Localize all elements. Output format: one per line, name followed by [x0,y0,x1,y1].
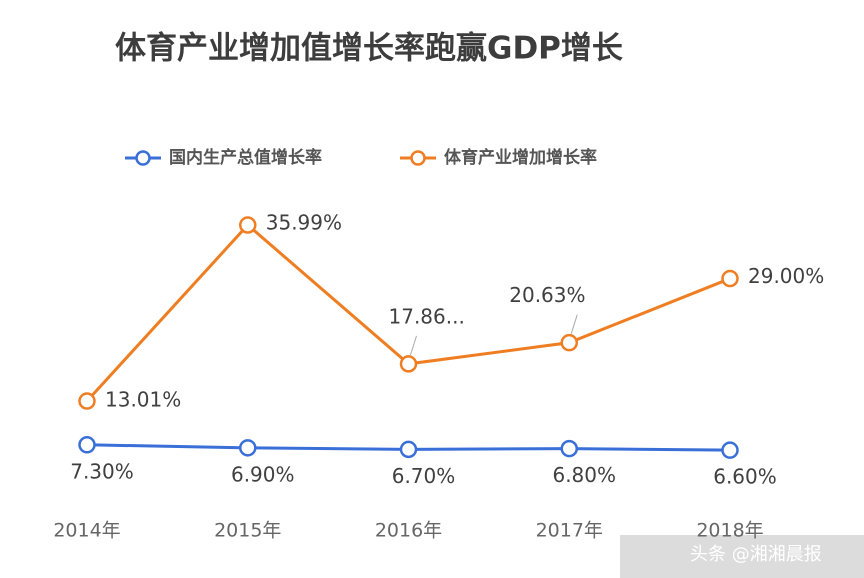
point [78,436,96,454]
chart-title: 体育产业增加值增长率跑赢GDP增长 [115,31,623,67]
point [560,439,578,458]
point [399,355,418,373]
point [239,439,257,457]
data-label: 35.99% [266,211,342,235]
x-tick-label: 2016年 [375,520,442,542]
point [721,441,739,459]
x-tick-label: 2017年 [536,520,603,542]
data-label: 6.80% [552,463,616,487]
x-tick-label: 2015年 [214,520,281,542]
leader-line [570,314,578,334]
point [721,269,739,288]
legend-marker [410,150,426,166]
point [399,440,418,459]
data-label: 20.63% [509,283,585,307]
data-label: 7.30% [70,459,134,483]
leader-line [410,335,417,356]
data-label: 17.86... [389,304,465,328]
data-label: 29.00% [748,264,824,288]
point [560,333,578,352]
watermark: 头条 @湘湘晨报 [690,544,822,565]
point [78,392,96,410]
data-label: 13.01% [105,388,181,412]
data-label: 6.90% [231,462,295,486]
legend-marker [135,150,151,166]
x-tick-label: 2018年 [696,520,763,542]
point [239,216,257,234]
data-label: 6.60% [713,465,777,489]
legend-label: 体育产业增加增长率 [444,147,597,168]
watermark-bg [620,535,864,578]
x-tick-label: 2014年 [53,520,120,542]
legend-label: 国内生产总值增长率 [169,147,322,168]
data-label: 6.70% [392,464,456,488]
